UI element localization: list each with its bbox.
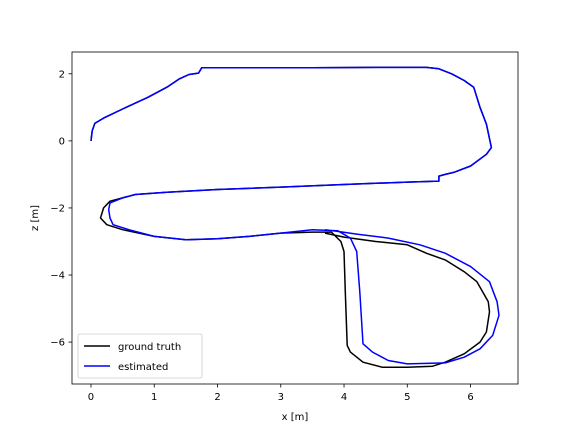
y-axis-label: z [m] xyxy=(30,205,41,231)
series-layer xyxy=(90,66,500,368)
series-line-estimated xyxy=(90,66,500,365)
y-tick-label: −4 xyxy=(50,271,65,282)
x-tick-label: 3 xyxy=(278,392,284,403)
axes-frame xyxy=(71,51,519,385)
x-tick-label: 4 xyxy=(341,392,347,403)
x-tick-label: 2 xyxy=(214,392,220,403)
y-axis-ticks: 2 0 −2 −4 −6 xyxy=(50,69,72,349)
x-tick-label: 1 xyxy=(151,392,157,403)
x-tick-label: 6 xyxy=(467,392,473,403)
x-axis-ticks: 0 1 2 3 4 5 6 xyxy=(88,384,474,403)
x-tick-label: 5 xyxy=(404,392,410,403)
legend-label-estimated: estimated xyxy=(118,362,168,373)
x-tick-label: 0 xyxy=(88,392,94,403)
x-axis-label: x [m] xyxy=(282,412,309,423)
y-tick-label: −6 xyxy=(50,338,65,349)
y-tick-label: 0 xyxy=(59,136,65,147)
y-tick-label: −2 xyxy=(50,203,65,214)
y-tick-label: 2 xyxy=(59,69,65,80)
legend-box xyxy=(77,333,203,379)
series-line-ground-truth xyxy=(90,66,493,368)
legend: ground truth estimated xyxy=(77,333,203,379)
legend-label-ground-truth: ground truth xyxy=(118,342,181,353)
